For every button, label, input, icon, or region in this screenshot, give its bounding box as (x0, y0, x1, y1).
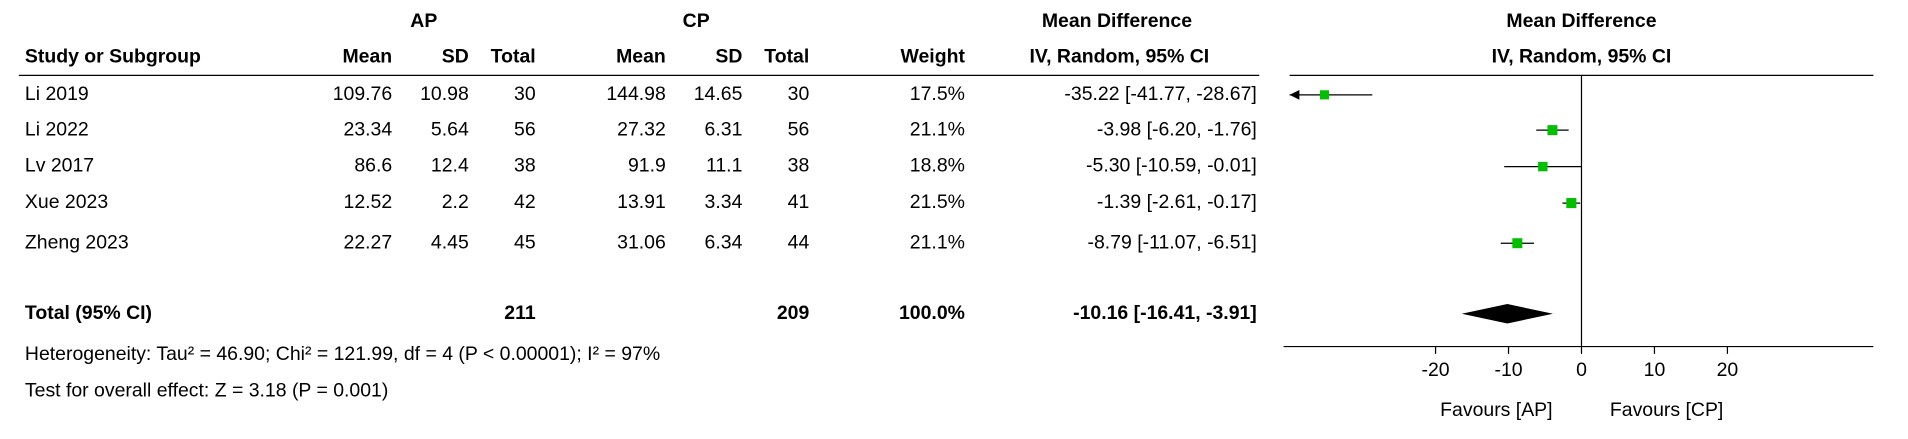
total-weight: 100.0% (899, 302, 965, 324)
effect-ci: -8.79 [-11.07, -6.51] (1088, 231, 1257, 253)
column-header: Total (764, 45, 809, 67)
ci-arrow (1289, 89, 1300, 100)
x-tick-label: -20 (1422, 359, 1450, 381)
column-header: Total (491, 45, 536, 67)
cell: 13.91 (617, 191, 666, 213)
column-header: Mean (616, 45, 666, 67)
x-tick-label: -10 (1494, 359, 1522, 381)
cell: 56 (514, 118, 536, 140)
group-header: CP (683, 10, 710, 32)
cell: 144.98 (606, 83, 665, 105)
cell: 14.65 (694, 83, 743, 105)
weight: 21.1% (910, 118, 965, 140)
weight: 18.8% (910, 155, 965, 177)
effect-ci: -35.22 [-41.77, -28.67] (1064, 83, 1256, 105)
pooled-diamond (1461, 304, 1553, 324)
cell: 4.45 (431, 231, 469, 253)
effect-header: Mean Difference (1042, 10, 1192, 32)
study-name: Li 2022 (25, 118, 89, 140)
column-header: Mean (342, 45, 392, 67)
cell: 56 (788, 118, 810, 140)
weight: 21.5% (910, 191, 965, 213)
column-header: SD (442, 45, 469, 67)
weight: 17.5% (910, 83, 965, 105)
cell: 38 (788, 155, 810, 177)
cell: 10.98 (420, 83, 469, 105)
cell: 31.06 (617, 231, 666, 253)
plot-header: Mean Difference (1506, 10, 1656, 32)
cell: 30 (514, 83, 536, 105)
plot-header: IV, Random, 95% CI (1492, 45, 1672, 67)
cell: 11.1 (706, 155, 742, 177)
cell: 27.32 (617, 118, 666, 140)
effect-marker (1319, 90, 1330, 100)
cell: 42 (514, 191, 536, 213)
cell: 6.34 (705, 231, 743, 253)
study-name: Li 2019 (25, 83, 89, 105)
cell: 30 (788, 83, 810, 105)
cell: 3.34 (705, 191, 743, 213)
study-name: Zheng 2023 (25, 231, 129, 253)
total-effect-ci: -10.16 [-16.41, -3.91] (1073, 302, 1257, 324)
group-header: AP (410, 10, 437, 32)
overall-effect: Test for overall effect: Z = 3.18 (P = 0… (25, 380, 388, 402)
column-header: SD (715, 45, 742, 67)
cell: 12.4 (431, 155, 469, 177)
cell: 109.76 (333, 83, 392, 105)
heterogeneity: Heterogeneity: Tau² = 46.90; Chi² = 121.… (25, 343, 660, 365)
cell: 44 (788, 231, 810, 253)
effect-marker (1538, 161, 1548, 172)
cell: 86.6 (354, 155, 392, 177)
column-header: IV, Random, 95% CI (1030, 45, 1210, 67)
column-header: Study or Subgroup (25, 45, 201, 67)
favours-label: Favours [AP] (1440, 399, 1552, 421)
study-name: Xue 2023 (25, 191, 108, 213)
cell: 2.2 (442, 191, 469, 213)
cell: 12.52 (344, 191, 393, 213)
total-label: Total (95% CI) (25, 302, 152, 324)
effect-ci: -5.30 [-10.59, -0.01] (1086, 155, 1257, 177)
effect-marker (1512, 238, 1523, 249)
effect-ci: -3.98 [-6.20, -1.76] (1097, 118, 1257, 140)
cell: 6.31 (705, 118, 743, 140)
cell: 5.64 (431, 118, 469, 140)
cell: 23.34 (344, 118, 393, 140)
favours-label: Favours [CP] (1610, 399, 1723, 421)
cell: 41 (788, 191, 810, 213)
cell: 45 (514, 231, 536, 253)
cell: 91.9 (628, 155, 666, 177)
x-tick-label: 0 (1576, 359, 1587, 381)
total-cell: 211 (504, 302, 536, 324)
total-cell: 209 (777, 302, 810, 324)
cell: 38 (514, 155, 536, 177)
effect-ci: -1.39 [-2.61, -0.17] (1097, 191, 1257, 213)
column-header: Weight (901, 45, 966, 67)
effect-marker (1566, 198, 1577, 209)
cell: 22.27 (344, 231, 393, 253)
effect-marker (1547, 125, 1558, 136)
x-tick-label: 20 (1717, 359, 1739, 381)
weight: 21.1% (910, 231, 965, 253)
study-name: Lv 2017 (25, 155, 94, 177)
x-tick-label: 10 (1644, 359, 1666, 381)
